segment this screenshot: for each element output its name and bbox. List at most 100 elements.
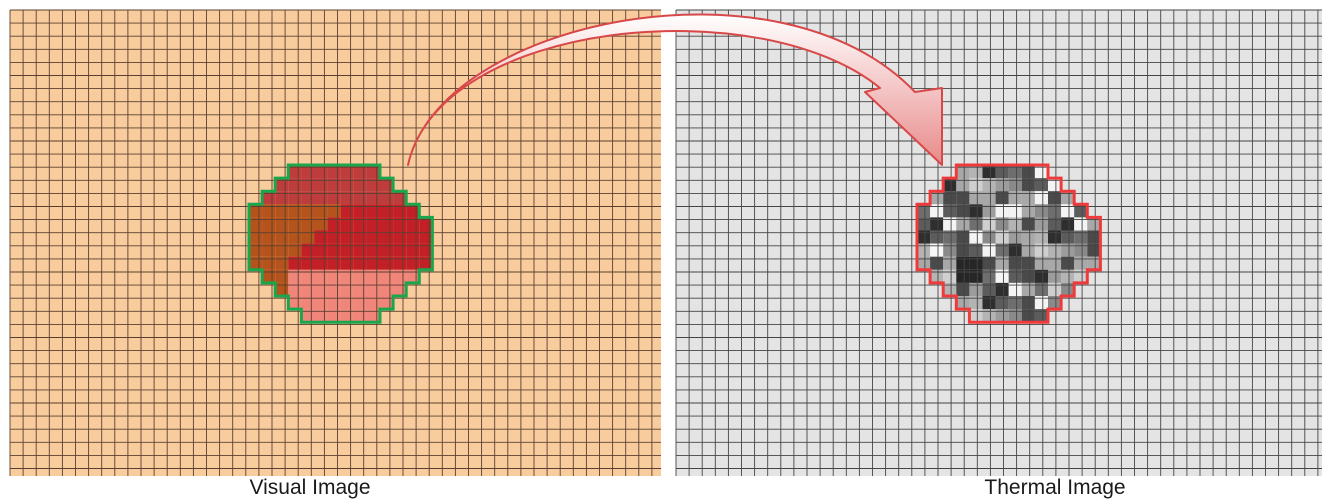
region-cell xyxy=(1008,230,1022,244)
region-cell xyxy=(1087,217,1101,231)
region-cell xyxy=(1074,243,1088,257)
region-cell xyxy=(1061,217,1075,231)
region-cell xyxy=(1034,230,1048,244)
region-cell xyxy=(969,296,983,310)
region-cell xyxy=(1008,243,1022,257)
region-cell xyxy=(1021,269,1035,283)
region-cell xyxy=(1021,256,1035,270)
region-cell xyxy=(1034,217,1048,231)
region-cell xyxy=(982,165,996,179)
region-cell xyxy=(995,178,1009,192)
region-cell xyxy=(1021,309,1035,323)
region-cell xyxy=(1034,282,1048,296)
region-cell xyxy=(1061,243,1075,257)
region-cell xyxy=(1074,230,1088,244)
region-cell xyxy=(917,204,931,218)
region-cell xyxy=(1008,204,1022,218)
region-cell xyxy=(982,230,996,244)
region-cell xyxy=(1048,217,1062,231)
region-cell xyxy=(956,204,970,218)
region-cell xyxy=(982,243,996,257)
mapping-arrow xyxy=(407,13,943,166)
region-cell xyxy=(1048,230,1062,244)
region-cell xyxy=(969,309,983,323)
region-cell xyxy=(1034,256,1048,270)
region-cell xyxy=(982,296,996,310)
region-cell xyxy=(1008,282,1022,296)
region-cell xyxy=(956,256,970,270)
thermal-region-outline xyxy=(915,163,1102,324)
region-cell xyxy=(917,243,931,257)
visual-region-outline xyxy=(247,163,434,324)
region-cell xyxy=(956,243,970,257)
thermal-image-caption: Thermal Image xyxy=(984,476,1126,499)
region-cell xyxy=(982,217,996,231)
region-cell xyxy=(1048,282,1062,296)
region-cell xyxy=(995,269,1009,283)
region-cell xyxy=(1061,269,1075,283)
visual-image-caption: Visual Image xyxy=(249,476,371,499)
region-cell xyxy=(917,256,931,270)
region-cell xyxy=(995,309,1009,323)
region-cell xyxy=(995,282,1009,296)
region-cell xyxy=(930,269,944,283)
region-cell xyxy=(943,269,957,283)
thermal-hot-region xyxy=(917,165,1101,323)
region-cell xyxy=(1008,165,1022,179)
region-cell xyxy=(1061,256,1075,270)
visual-pixel-grid xyxy=(9,9,661,476)
region-cell xyxy=(995,243,1009,257)
region-cell xyxy=(1061,204,1075,218)
region-cell xyxy=(1021,165,1035,179)
region-cell xyxy=(1021,204,1035,218)
region-cell xyxy=(1087,256,1101,270)
region-cell xyxy=(943,178,957,192)
region-cell xyxy=(982,282,996,296)
region-cell xyxy=(982,309,996,323)
visual-image-panel xyxy=(9,9,661,476)
region-cell xyxy=(982,269,996,283)
region-cell xyxy=(1021,178,1035,192)
region-cell xyxy=(1087,243,1101,257)
region-cell xyxy=(1021,296,1035,310)
region-cell xyxy=(982,256,996,270)
region-cell xyxy=(995,204,1009,218)
region-cell xyxy=(1021,191,1035,205)
region-cell xyxy=(1034,243,1048,257)
region-cell xyxy=(1087,230,1101,244)
region-cell xyxy=(943,243,957,257)
region-cell xyxy=(917,217,931,231)
region-cell xyxy=(1008,191,1022,205)
region-cell xyxy=(1048,269,1062,283)
region-cell xyxy=(1048,256,1062,270)
diagram xyxy=(9,9,1322,476)
region-cell xyxy=(943,230,957,244)
region-cell xyxy=(995,296,1009,310)
region-cell xyxy=(1034,165,1048,179)
region-cell xyxy=(930,191,944,205)
region-cell xyxy=(969,256,983,270)
region-cell xyxy=(982,178,996,192)
region-cell xyxy=(1048,296,1062,310)
thermal-image-panel xyxy=(675,9,1322,476)
region-cell xyxy=(982,204,996,218)
region-cell xyxy=(1008,178,1022,192)
region-cell xyxy=(1021,230,1035,244)
region-cell xyxy=(1074,256,1088,270)
region-cell xyxy=(1021,282,1035,296)
region-cell xyxy=(1008,309,1022,323)
region-cell xyxy=(956,178,970,192)
region-cell xyxy=(956,217,970,231)
region-cell xyxy=(1008,296,1022,310)
region-cell xyxy=(1034,269,1048,283)
region-cell xyxy=(995,256,1009,270)
region-cell xyxy=(956,230,970,244)
region-cell xyxy=(956,165,970,179)
region-cell xyxy=(1074,269,1088,283)
region-cell xyxy=(1061,230,1075,244)
region-cell xyxy=(930,217,944,231)
region-cell xyxy=(943,256,957,270)
region-cell xyxy=(1034,309,1048,323)
region-cell xyxy=(943,191,957,205)
region-cell xyxy=(917,230,931,244)
